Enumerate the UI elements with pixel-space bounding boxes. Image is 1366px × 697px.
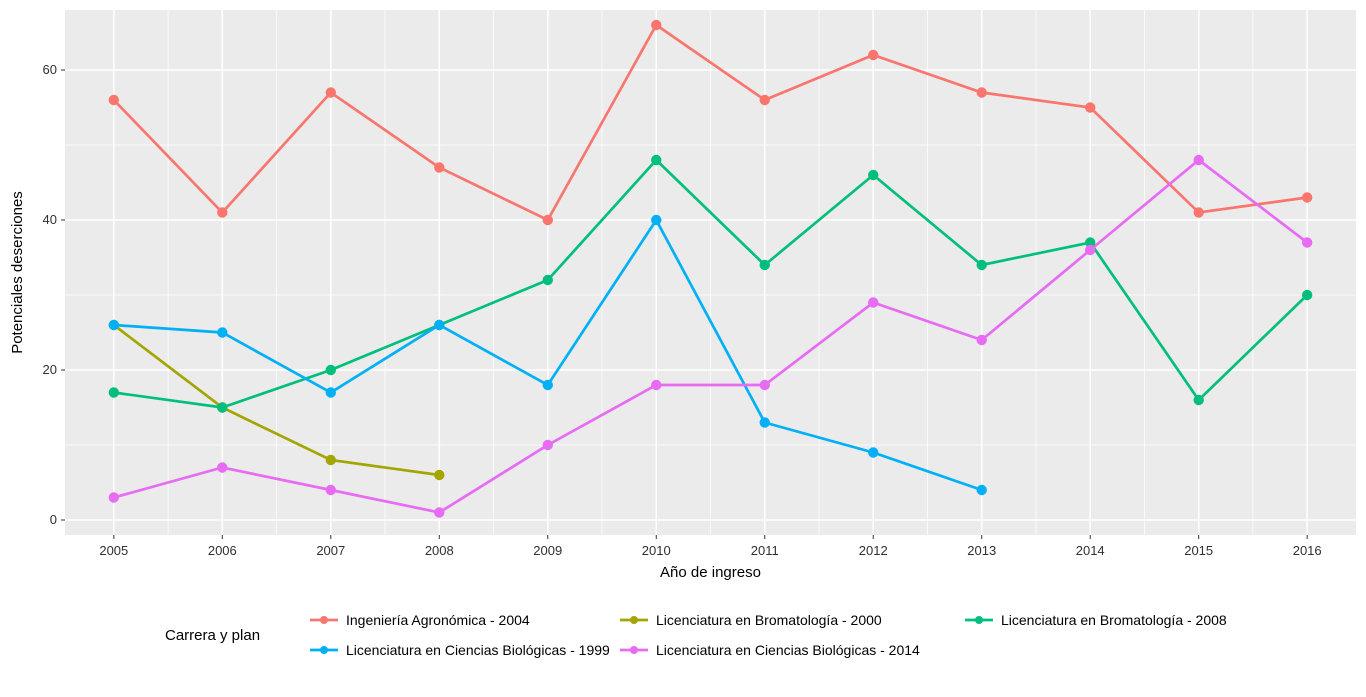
x-tick-label: 2015: [1184, 543, 1213, 558]
series-marker: [543, 215, 553, 225]
y-tick-label: 40: [43, 212, 57, 227]
series-marker: [651, 20, 661, 30]
series-marker: [977, 335, 987, 345]
series-marker: [434, 320, 444, 330]
legend-item-label: Licenciatura en Bromatología - 2008: [1001, 612, 1227, 628]
legend-swatch-marker: [320, 646, 328, 654]
chart-container: 2005 2006 2007 2008 2009 2010 2011 2012 2013 2014…: [0, 0, 1366, 697]
series-marker: [1193, 395, 1203, 405]
series-marker: [217, 207, 227, 217]
series-marker: [760, 260, 770, 270]
x-tick-label: 2005: [99, 543, 128, 558]
series-marker: [434, 162, 444, 172]
legend-swatch-marker: [975, 616, 983, 624]
series-marker: [868, 50, 878, 60]
x-tick-label: 2010: [642, 543, 671, 558]
series-marker: [326, 387, 336, 397]
legend-title: Carrera y plan: [165, 627, 260, 644]
line-chart: 2005 2006 2007 2008 2009 2010 2011 2012 2013 2014…: [0, 0, 1366, 697]
series-marker: [760, 380, 770, 390]
series-marker: [1193, 155, 1203, 165]
y-tick-label: 60: [43, 62, 57, 77]
series-marker: [977, 485, 987, 495]
series-marker: [543, 275, 553, 285]
x-tick-label: 2007: [316, 543, 345, 558]
legend-item-label: Licenciatura en Ciencias Biológicas - 19…: [346, 642, 610, 658]
series-marker: [760, 95, 770, 105]
series-marker: [651, 380, 661, 390]
series-marker: [217, 462, 227, 472]
series-marker: [1302, 192, 1312, 202]
x-tick-label: 2016: [1293, 543, 1322, 558]
series-marker: [326, 455, 336, 465]
series-marker: [760, 417, 770, 427]
series-marker: [109, 492, 119, 502]
series-marker: [977, 87, 987, 97]
legend-item-label: Licenciatura en Bromatología - 2000: [656, 612, 882, 628]
series-marker: [651, 215, 661, 225]
series-marker: [109, 320, 119, 330]
legend-swatch-marker: [320, 616, 328, 624]
y-tick-label: 0: [50, 512, 57, 527]
x-tick-label: 2008: [425, 543, 454, 558]
y-axis-label: Potenciales deserciones: [9, 191, 26, 354]
series-marker: [543, 440, 553, 450]
series-marker: [868, 447, 878, 457]
series-marker: [1302, 290, 1312, 300]
series-marker: [1085, 245, 1095, 255]
x-tick-label: 2009: [533, 543, 562, 558]
x-tick-label: 2014: [1076, 543, 1105, 558]
series-marker: [543, 380, 553, 390]
series-marker: [1193, 207, 1203, 217]
series-marker: [217, 327, 227, 337]
legend-item: Licenciatura en Bromatología - 2000: [620, 611, 882, 629]
legend-item: Licenciatura en Bromatología - 2008: [965, 611, 1227, 629]
series-marker: [977, 260, 987, 270]
series-marker: [326, 485, 336, 495]
series-marker: [651, 155, 661, 165]
y-tick-label: 20: [43, 362, 57, 377]
legend-swatch-marker: [630, 646, 638, 654]
series-marker: [868, 170, 878, 180]
x-tick-label: 2013: [967, 543, 996, 558]
x-tick-label: 2006: [208, 543, 237, 558]
legend-item-label: Licenciatura en Ciencias Biológicas - 20…: [656, 642, 920, 658]
series-marker: [1302, 237, 1312, 247]
legend-swatch-marker: [630, 616, 638, 624]
legend-item: Licenciatura en Ciencias Biológicas - 19…: [310, 641, 610, 659]
series-marker: [1085, 102, 1095, 112]
series-marker: [326, 87, 336, 97]
legend-item: Licenciatura en Ciencias Biológicas - 20…: [620, 641, 920, 659]
x-tick-label: 2011: [751, 543, 779, 558]
series-marker: [434, 470, 444, 480]
series-marker: [109, 95, 119, 105]
x-axis-label: Año de ingreso: [660, 564, 761, 581]
series-marker: [217, 402, 227, 412]
series-marker: [434, 507, 444, 517]
x-tick-label: 2012: [859, 543, 888, 558]
series-marker: [109, 387, 119, 397]
series-marker: [326, 365, 336, 375]
legend-item-label: Ingeniería Agronómica - 2004: [346, 612, 530, 628]
series-marker: [868, 297, 878, 307]
